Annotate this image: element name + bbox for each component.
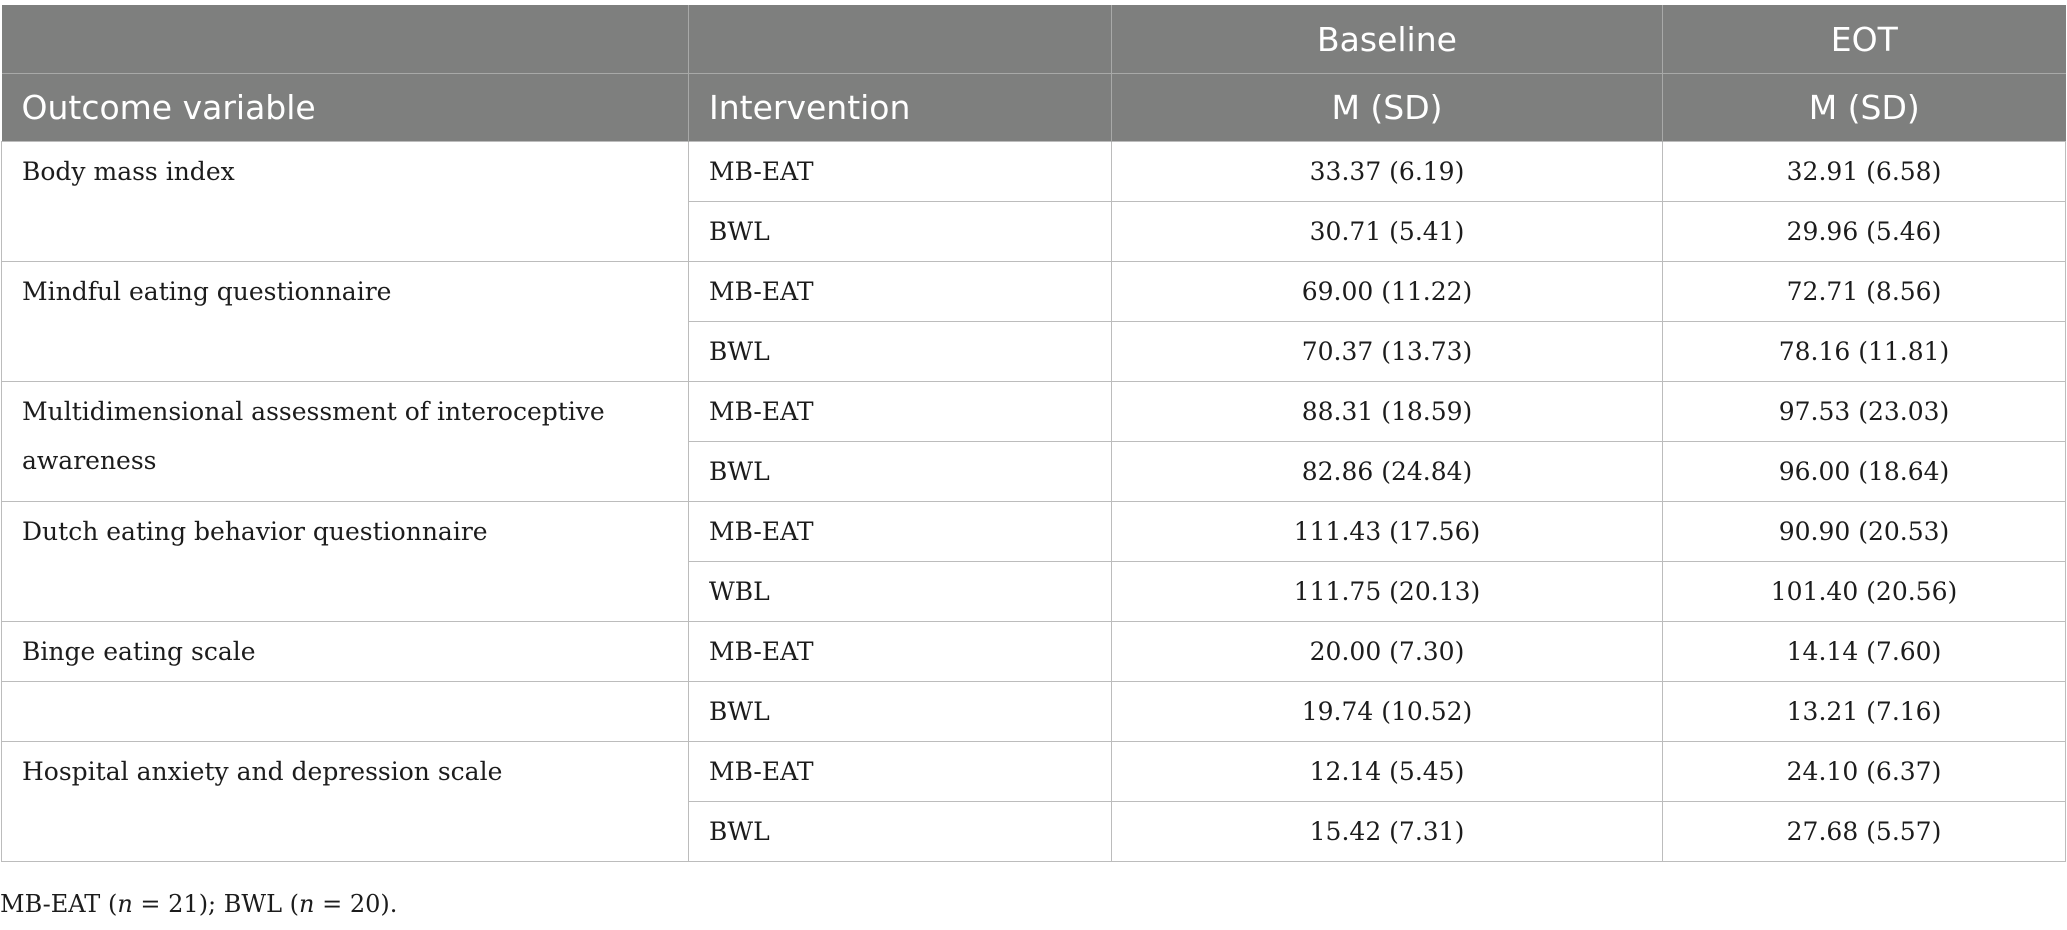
outcome-cell: Mindful eating questionnaire [1,261,689,382]
baseline-cell: 70.37 (13.73) [1111,321,1663,382]
baseline-cell: 82.86 (24.84) [1111,441,1663,502]
eot-cell: 32.91 (6.58) [1662,141,2066,202]
table-row: BWL 15.42 (7.31) 27.68 (5.57) [2,801,2066,862]
header-baseline-msd: M (SD) [1111,73,1663,142]
intervention-cell: MB-EAT [688,741,1112,802]
results-table: Baseline EOT Outcome variable Interventi… [1,5,2066,862]
header-eot: EOT [1662,5,2066,74]
table-row: Binge eating scale MB-EAT 20.00 (7.30) 1… [1,621,2066,682]
table-body: Body mass index MB-EAT 33.37 (6.19) 32.9… [1,141,2066,862]
intervention-cell: MB-EAT [688,621,1112,682]
outcome-cell: Body mass index [1,141,689,262]
outcome-cell [1,681,689,742]
table-row: BWL 82.86 (24.84) 96.00 (18.64) [2,441,2066,502]
table-row: Hospital anxiety and depression scale MB… [1,741,2066,862]
intervention-cell: WBL [688,561,1112,622]
outcome-cell: Dutch eating behavior questionnaire [1,501,689,622]
header-baseline: Baseline [1111,5,1663,74]
eot-cell: 24.10 (6.37) [1662,741,2066,802]
intervention-cell: MB-EAT [688,261,1112,322]
eot-cell: 14.14 (7.60) [1662,621,2066,682]
baseline-cell: 19.74 (10.52) [1111,681,1663,742]
footnote-text-a: MB-EAT ( [0,890,118,918]
table-row: BWL 19.74 (10.52) 13.21 (7.16) [1,681,2066,742]
table-header: Baseline EOT Outcome variable Interventi… [1,5,2066,142]
footnote-n-symbol: n [117,890,133,918]
baseline-cell: 69.00 (11.22) [1111,261,1663,322]
baseline-cell: 88.31 (18.59) [1111,381,1663,442]
intervention-cell: BWL [688,441,1112,502]
intervention-cell: BWL [688,681,1112,742]
baseline-cell: 15.42 (7.31) [1111,801,1663,862]
intervention-cell: BWL [688,201,1112,262]
eot-cell: 13.21 (7.16) [1662,681,2066,742]
header-empty-intervention [688,5,1112,74]
table-row: Dutch eating behavior questionnaire MB-E… [1,501,2066,622]
table-row: WBL 111.75 (20.13) 101.40 (20.56) [2,561,2066,622]
baseline-cell: 30.71 (5.41) [1111,201,1663,262]
baseline-cell: 111.75 (20.13) [1111,561,1663,622]
eot-cell: 101.40 (20.56) [1662,561,2066,622]
eot-cell: 78.16 (11.81) [1662,321,2066,382]
header-row-columns: Outcome variable Intervention M (SD) M (… [1,73,2066,142]
footnote-n-symbol: n [299,890,315,918]
eot-cell: 27.68 (5.57) [1662,801,2066,862]
table-row: BWL 30.71 (5.41) 29.96 (5.46) [2,201,2066,262]
outcome-cell: Binge eating scale [1,621,689,682]
intervention-cell: BWL [688,321,1112,382]
eot-cell: 90.90 (20.53) [1662,501,2066,562]
header-intervention: Intervention [688,73,1112,142]
baseline-cell: 20.00 (7.30) [1111,621,1663,682]
header-row-timepoints: Baseline EOT [1,5,2066,74]
footnote-text-b: = 21); BWL ( [132,890,299,918]
baseline-cell: 111.43 (17.56) [1111,501,1663,562]
eot-cell: 29.96 (5.46) [1662,201,2066,262]
eot-cell: 97.53 (23.03) [1662,381,2066,442]
outcome-cell: Multidimensional assessment of interocep… [1,381,689,502]
table-footnote: MB-EAT (n = 21); BWL (n = 20). [0,890,397,918]
table-row: Mindful eating questionnaire MB-EAT 69.0… [1,261,2066,382]
footnote-text-c: = 20). [314,890,398,918]
eot-cell: 96.00 (18.64) [1662,441,2066,502]
baseline-cell: 12.14 (5.45) [1111,741,1663,802]
eot-cell: 72.71 (8.56) [1662,261,2066,322]
table-row: Multidimensional assessment of interocep… [1,381,2066,502]
intervention-cell: MB-EAT [688,381,1112,442]
intervention-cell: MB-EAT [688,501,1112,562]
table-row: Body mass index MB-EAT 33.37 (6.19) 32.9… [1,141,2066,262]
header-empty-outcome [1,5,689,74]
baseline-cell: 33.37 (6.19) [1111,141,1663,202]
intervention-cell: MB-EAT [688,141,1112,202]
header-eot-msd: M (SD) [1662,73,2066,142]
intervention-cell: BWL [688,801,1112,862]
outcome-cell: Hospital anxiety and depression scale [1,741,689,862]
header-outcome-variable: Outcome variable [1,73,689,142]
